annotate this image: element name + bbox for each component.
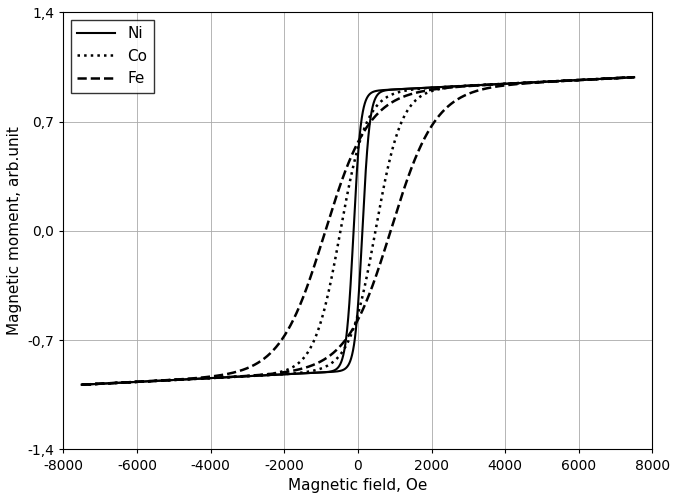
X-axis label: Magnetic field, Oe: Magnetic field, Oe [288,478,428,493]
Legend: Ni, Co, Fe: Ni, Co, Fe [71,20,154,92]
Y-axis label: Magnetic moment, arb.unit: Magnetic moment, arb.unit [7,126,22,336]
